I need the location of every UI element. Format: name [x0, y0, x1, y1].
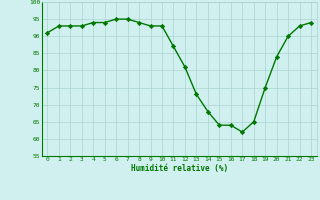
- X-axis label: Humidité relative (%): Humidité relative (%): [131, 164, 228, 172]
